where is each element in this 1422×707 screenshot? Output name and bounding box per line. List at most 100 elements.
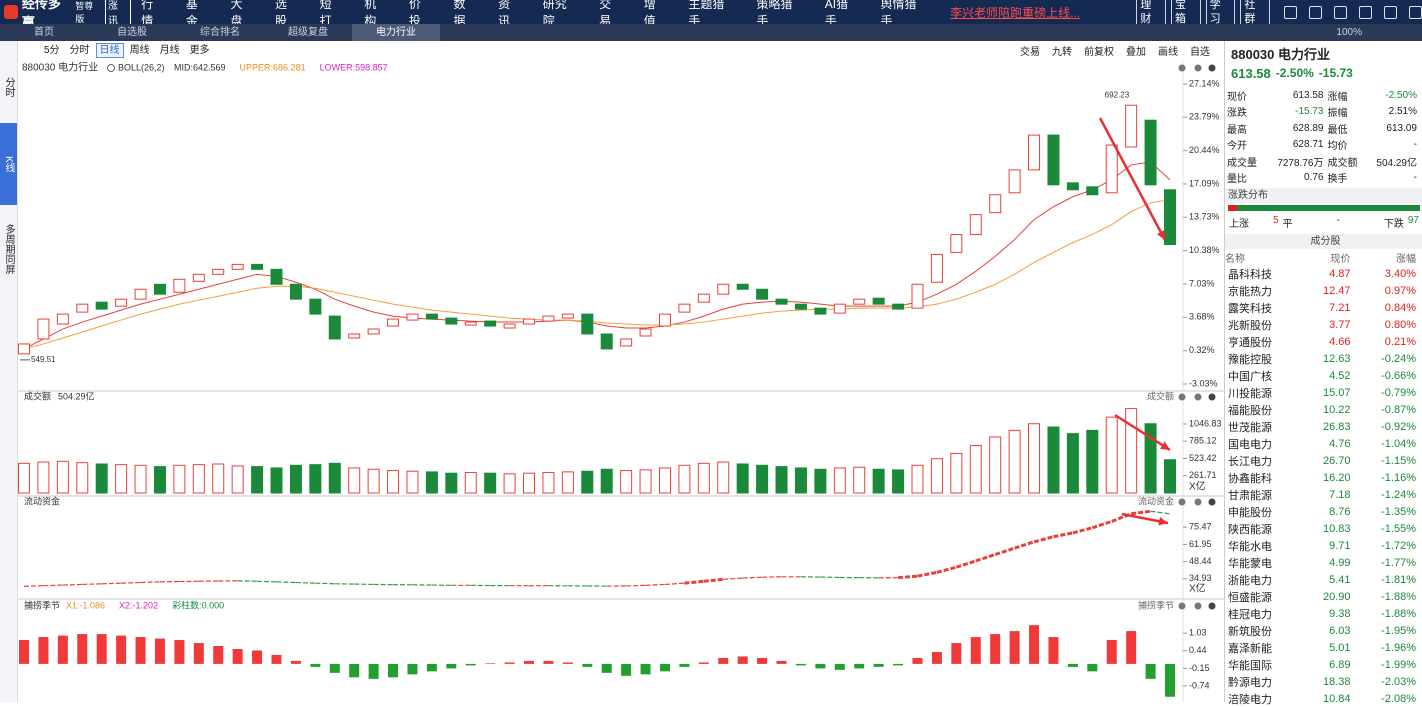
volume-bar xyxy=(504,474,515,493)
volume-bar xyxy=(465,473,476,493)
flow-segment xyxy=(277,582,296,583)
y-tick-label: 23.79% xyxy=(1189,112,1220,122)
quote-value: 628.71 xyxy=(1265,137,1328,154)
volume-bar xyxy=(1106,417,1117,493)
tool-button[interactable]: 九转 xyxy=(1050,43,1074,58)
tool-button[interactable]: 交易 xyxy=(1018,43,1042,58)
period-button[interactable]: 更多 xyxy=(186,43,214,58)
side-tab[interactable]: 分时 xyxy=(0,69,17,105)
distribution-item: - xyxy=(1337,215,1340,230)
nav-button[interactable]: 理财 xyxy=(1136,0,1166,27)
oscillator-bar xyxy=(1029,625,1039,664)
nav-button[interactable]: 社群 xyxy=(1240,0,1270,27)
legend-entry: MID:642.569 xyxy=(174,62,226,72)
volume-bar xyxy=(1165,460,1176,493)
period-button[interactable]: 周线 xyxy=(126,43,154,58)
y-tick-label: -0.74 xyxy=(1189,680,1210,690)
tool-button[interactable]: 前复权 xyxy=(1082,43,1116,58)
side-tab[interactable]: K线 xyxy=(0,123,17,205)
side-tab[interactable]: 多周期同屏 xyxy=(0,213,17,285)
window-controls xyxy=(1284,6,1422,19)
volume-bar xyxy=(698,463,709,493)
candle xyxy=(679,304,690,312)
screen-icon[interactable] xyxy=(1334,6,1347,19)
y-tick-label: 3.68% xyxy=(1189,312,1215,322)
candle xyxy=(154,284,165,294)
tab[interactable]: 超级复盘 xyxy=(264,24,352,41)
oscillator-bar xyxy=(641,664,651,674)
tab[interactable]: 电力行业 xyxy=(352,24,440,41)
stock-change: -0.24% xyxy=(1356,350,1421,367)
promo-link[interactable]: 李兴老师陪跑重磅上线... xyxy=(950,4,1126,21)
oscillator-bar xyxy=(330,664,340,673)
stock-price: 9.71 xyxy=(1302,537,1355,554)
period-button[interactable]: 分时 xyxy=(66,43,94,58)
period-button[interactable]: 月线 xyxy=(156,43,184,58)
period-button[interactable]: 5分 xyxy=(40,43,64,58)
volume-bar xyxy=(1048,427,1059,493)
panel-title: 流动资金 xyxy=(24,495,60,506)
tab[interactable]: 自选股 xyxy=(88,24,176,41)
tab[interactable]: 综合排名 xyxy=(176,24,264,41)
period-button[interactable]: 日线 xyxy=(96,43,124,58)
stock-price: 8.76 xyxy=(1302,503,1355,520)
candle xyxy=(1106,145,1117,193)
stock-name: 申能股份 xyxy=(1225,503,1302,520)
section-title: 涨跌分布 xyxy=(1225,188,1422,203)
close[interactable] xyxy=(1409,6,1422,19)
stock-name: 晶科科技 xyxy=(1225,265,1302,282)
nav-button[interactable]: 学习 xyxy=(1206,0,1236,27)
legend-entry: UPPER:686.281 xyxy=(240,62,306,72)
oscillator-bar xyxy=(738,656,748,663)
stock-name: 涪陵电力 xyxy=(1225,690,1302,707)
candle xyxy=(77,304,88,312)
user-icon[interactable] xyxy=(1284,6,1297,19)
nav-button[interactable]: 宝箱 xyxy=(1171,0,1201,27)
tab[interactable]: 首页 xyxy=(0,24,88,41)
up-share xyxy=(1228,205,1237,211)
restore[interactable] xyxy=(1384,6,1397,19)
tool-button[interactable]: 画线 xyxy=(1156,43,1180,58)
annotation: 549.51 xyxy=(31,355,56,364)
tool-button[interactable]: 自选 xyxy=(1188,43,1212,58)
oscillator-bar xyxy=(757,658,767,664)
tool-button[interactable]: 叠加 xyxy=(1124,43,1148,58)
oscillator-bar xyxy=(1126,631,1136,664)
panel-value: 504.29亿 xyxy=(58,390,95,401)
minimize[interactable] xyxy=(1359,6,1372,19)
tool-buttons: 交易九转前复权叠加画线自选 xyxy=(1018,43,1212,58)
quote-label: 涨跌 xyxy=(1227,104,1265,121)
candle xyxy=(912,284,923,308)
oscillator-bar xyxy=(951,643,961,664)
oscillator-bar xyxy=(369,664,379,679)
settings-icon[interactable] xyxy=(1309,6,1322,19)
oscillator-bar xyxy=(272,655,282,664)
oscillator-bar xyxy=(543,661,553,664)
